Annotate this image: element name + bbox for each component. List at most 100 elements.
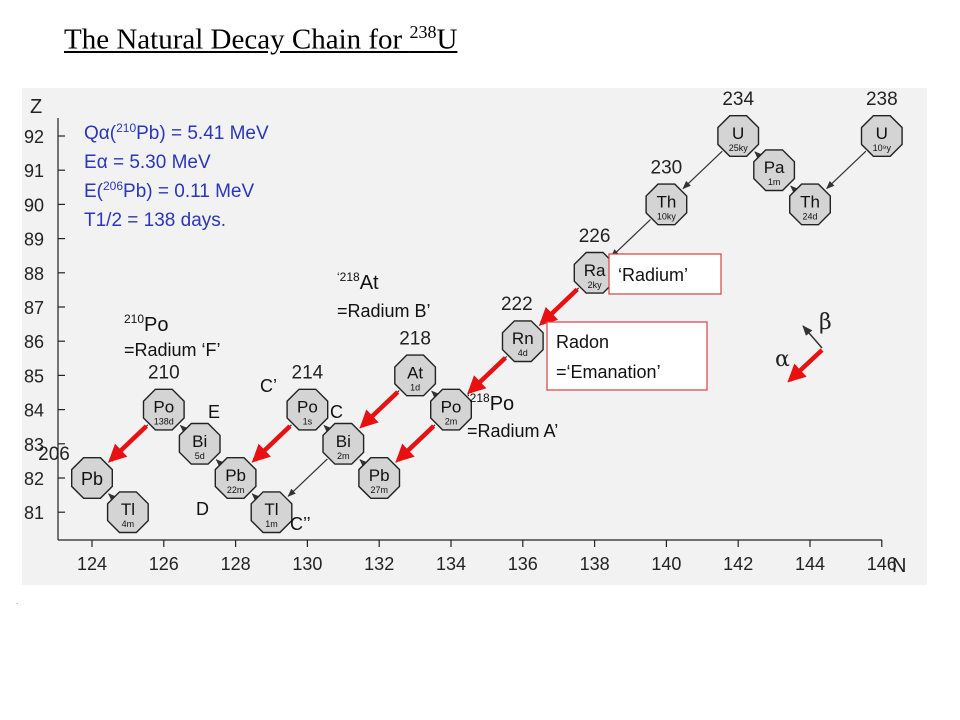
beta-decay-arrow	[108, 493, 117, 502]
mass-number-218: 218	[399, 328, 431, 349]
mass-number-labels: 238 234 230 226 222 218 214 210 206	[38, 89, 898, 465]
alpha-decay-arrow	[682, 150, 723, 190]
nuclide-halflife: 4d	[518, 348, 528, 358]
nuclide-halflife: 5d	[195, 451, 205, 461]
nuclide-octagon	[501, 320, 544, 363]
x-tick-label: 140	[651, 554, 681, 574]
label-e: E	[208, 402, 220, 422]
nuclide-symbol: Tl	[264, 500, 278, 519]
mass-number-222: 222	[501, 294, 533, 315]
nuclide-symbol: Pb	[369, 466, 390, 485]
x-tick-label: 126	[149, 554, 179, 574]
decay-info: Qα(210Pb) = 5.41 MeV Eα = 5.30 MeV E(206…	[84, 121, 269, 231]
nuclide-halflife: 2m	[337, 451, 350, 461]
title-mass-number: 238	[409, 22, 437, 42]
nuclide-symbol: U	[732, 124, 744, 143]
nuclide-halflife: 24d	[802, 211, 817, 221]
title-text: The Natural Decay Chain for	[64, 23, 410, 56]
red-alpha-arrow	[539, 287, 579, 326]
half-life-line: T1/2 = 138 days.	[84, 210, 226, 231]
red-alpha-arrow	[467, 356, 507, 395]
y-tick-label: 90	[24, 195, 44, 215]
po210-mass: 210	[124, 312, 144, 326]
beta-decay-arrow	[215, 459, 225, 468]
nuclide-symbol: Pb	[81, 469, 103, 489]
y-tick-label: 92	[24, 127, 44, 147]
nuclide-halflife: 1m	[768, 177, 781, 187]
at218-name: =Radium B’	[337, 301, 431, 321]
beta-decay-arrow	[431, 390, 440, 399]
nuclide-octagon	[106, 491, 149, 534]
q-rest: Pb) = 5.41 MeV	[136, 123, 269, 144]
nuclide-octagon	[70, 457, 114, 499]
x-tick-label: 146	[867, 554, 897, 574]
q-paren: (	[110, 123, 117, 144]
nuclide-octagon	[358, 457, 401, 499]
x-tick-label: 138	[580, 554, 610, 574]
nuclide-halflife: 10⁹y	[873, 143, 892, 153]
nuclide-symbol: U	[876, 124, 888, 143]
decay-legend: β α	[775, 310, 832, 383]
beta-decay-arrow	[790, 185, 799, 194]
nuclide-octagon	[142, 388, 185, 431]
nuclide-octagon	[430, 388, 472, 431]
nuclide-symbol: Ra	[584, 261, 606, 280]
e-pb-mass: 206	[103, 179, 123, 193]
x-axis-label: N	[892, 555, 906, 577]
nuclide-symbol: Po	[153, 398, 174, 417]
x-axis-ticks: 124 126 128 130 132 134 136 138 140 142 144 146	[77, 540, 897, 574]
mass-number-238: 238	[866, 89, 898, 110]
legend-alpha-symbol: α	[775, 347, 790, 372]
po218-name: =Radium A’	[467, 421, 558, 441]
nuclide-halflife: 2ky	[588, 280, 603, 290]
nuclide-nodes: U10⁹yTh24dPa1mU25kyTh10kyRa2kyRn4dPo2mAt…	[70, 114, 903, 534]
nuclide-symbol: Tl	[121, 500, 135, 519]
nuclide-halflife: 27m	[370, 485, 388, 495]
nuclide-halflife: 1m	[265, 519, 278, 529]
mass-number-226: 226	[579, 226, 611, 247]
beta-decay-arrow	[359, 459, 368, 468]
beta-decay-arrow	[323, 424, 332, 434]
nuclide-symbol: At	[407, 363, 423, 382]
nuclide-pb206: Pb	[70, 457, 114, 499]
nuclide-octagon	[322, 422, 365, 465]
nuclide-octagon	[214, 457, 257, 499]
beta-decay-arrows	[108, 151, 799, 502]
red-alpha-arrow	[395, 424, 436, 463]
e-alpha-value: = 5.30 MeV	[108, 152, 211, 173]
po210-name: =Radium ‘F’	[124, 340, 221, 360]
mass-number-214: 214	[292, 363, 324, 384]
y-tick-label: 88	[24, 264, 44, 284]
e-alpha-line: Eα = 5.30 MeV	[84, 152, 211, 173]
y-tick-label: 91	[24, 161, 44, 181]
y-tick-label: 89	[24, 230, 44, 250]
legend-beta-arrow	[802, 325, 823, 349]
beta-decay-arrow	[754, 151, 763, 160]
beta-decay-arrow	[179, 424, 189, 434]
alpha-decay-arrow	[826, 150, 867, 190]
nuclide-octagon	[286, 388, 329, 431]
nuclide-halflife: 138d	[154, 417, 174, 427]
nuclide-halflife: 4m	[122, 519, 135, 529]
alpha-decay-arrow	[287, 458, 328, 497]
nuclide-halflife: 22m	[227, 485, 245, 495]
slide-title: The Natural Decay Chain for 238U	[64, 22, 457, 57]
nuclide-octagon	[394, 354, 437, 397]
label-c-double-prime: C’’	[290, 514, 311, 534]
po218-quote: ‘	[467, 391, 470, 405]
nuclide-halflife: 10ky	[657, 211, 677, 221]
e-alpha-greek: α	[97, 152, 108, 173]
nuclide-symbol: Pa	[764, 158, 785, 177]
e-pb-value: Pb) = 0.11 MeV	[123, 181, 254, 202]
nuclide-halflife: 1d	[410, 382, 420, 392]
nuclide-symbol: Bi	[192, 432, 207, 451]
